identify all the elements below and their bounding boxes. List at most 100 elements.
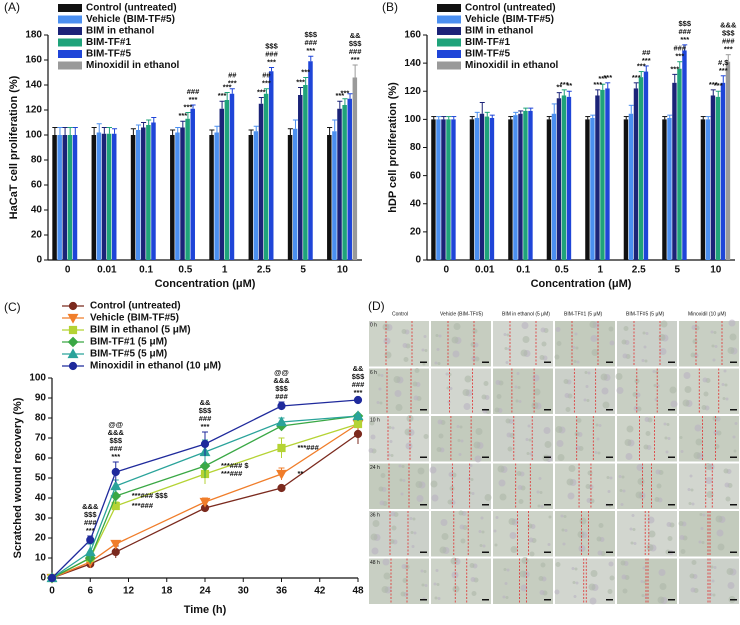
cell-texture — [379, 500, 385, 506]
cell-texture — [496, 394, 502, 399]
column-header: BIM-TF#1 (5 μM) — [564, 311, 602, 317]
cell-texture — [423, 335, 427, 338]
x-tick-label: 0.01 — [475, 265, 495, 276]
y-tick-label: 20 — [35, 533, 47, 544]
scale-bar — [482, 361, 489, 363]
significance-label: *** — [354, 388, 363, 397]
cell-texture — [679, 535, 685, 540]
point — [200, 439, 210, 449]
x-tick-label: 0.5 — [178, 265, 192, 276]
cell-texture — [724, 383, 728, 387]
cell-texture — [458, 510, 464, 516]
cell-texture — [618, 475, 622, 478]
cell-texture — [641, 359, 645, 362]
significance-label: *** — [257, 87, 266, 96]
bar — [332, 131, 337, 260]
cell-texture — [436, 348, 440, 351]
bar — [441, 119, 446, 260]
bar — [248, 135, 254, 260]
cell-texture — [483, 381, 489, 386]
cell-texture — [654, 398, 658, 401]
point — [276, 416, 287, 427]
cell-texture — [654, 497, 660, 502]
cell-texture — [624, 439, 632, 446]
cell-texture — [590, 335, 598, 342]
significance-label: *** — [719, 66, 728, 75]
y-tick-label: 0 — [36, 255, 42, 266]
significance-label: *** — [218, 91, 227, 100]
bar — [643, 71, 649, 260]
cell-texture — [629, 527, 633, 531]
y-tick-label: 180 — [25, 30, 42, 41]
cell-texture — [583, 398, 587, 402]
scale-bar — [606, 361, 613, 363]
significance-label: ***### — [221, 469, 243, 478]
x-tick-label: 0.5 — [555, 265, 569, 276]
panel-label: (C) — [4, 300, 21, 314]
cell-texture — [437, 419, 443, 425]
cell-texture — [621, 475, 625, 479]
cell-texture — [437, 362, 441, 365]
bar — [595, 95, 600, 260]
x-tick-label: 1 — [222, 265, 228, 276]
significance-label: ### — [305, 38, 318, 47]
cell-texture — [505, 361, 509, 364]
x-tick-label: 10 — [710, 265, 722, 276]
cell-texture — [394, 390, 402, 397]
cell-texture — [402, 578, 408, 583]
significance-label: *** — [637, 62, 646, 71]
bar — [308, 61, 313, 260]
cell-texture — [472, 328, 478, 334]
cell-texture — [448, 373, 452, 376]
cell-texture — [527, 424, 531, 428]
cell-texture — [516, 372, 520, 375]
scale-bar — [730, 599, 737, 601]
significance-label: *** — [228, 79, 237, 88]
point — [277, 483, 286, 493]
cell-texture — [514, 385, 518, 389]
legend-label: Control (untreated) — [465, 3, 556, 14]
cell-texture — [641, 594, 645, 597]
significance-label: ***### $ — [221, 461, 249, 470]
cell-texture — [503, 568, 507, 571]
cell-texture — [528, 537, 534, 543]
y-tick-label: 100 — [404, 114, 421, 125]
cell-texture — [395, 404, 403, 411]
x-tick-label: 0 — [65, 265, 71, 276]
cell-texture — [384, 351, 392, 359]
cell-texture — [470, 342, 476, 347]
y-tick-label: 80 — [31, 155, 43, 166]
cell-texture — [399, 478, 403, 482]
x-tick-label: 10 — [337, 265, 349, 276]
legend-label: Control (untreated) — [86, 3, 177, 14]
significance-label: *** — [335, 91, 344, 100]
cell-texture — [389, 440, 393, 443]
cell-texture — [379, 401, 383, 405]
legend-label: BIM-TF#5 — [86, 49, 131, 60]
bar — [710, 95, 716, 260]
bar — [628, 113, 634, 260]
cell-texture — [647, 516, 655, 524]
scale-bar — [606, 599, 613, 601]
cell-texture — [462, 389, 470, 396]
significance-label: *** — [560, 80, 569, 89]
cell-texture — [658, 334, 666, 341]
line — [51, 423, 359, 579]
cell-texture — [714, 345, 718, 348]
legend-marker — [67, 313, 79, 324]
cell-texture — [464, 375, 472, 383]
cell-texture — [380, 374, 384, 377]
cell-texture — [544, 441, 552, 448]
scale-bar — [482, 409, 489, 411]
bar — [451, 119, 456, 260]
bar — [436, 119, 441, 260]
cell-texture — [481, 530, 485, 534]
cell-texture — [713, 566, 717, 569]
cell-texture — [693, 452, 701, 459]
cell-texture — [574, 567, 578, 571]
cell-texture — [547, 543, 551, 546]
cell-texture — [503, 333, 507, 336]
bar — [605, 88, 610, 260]
scale-bar — [668, 409, 675, 411]
y-tick-label: 0 — [415, 255, 421, 266]
